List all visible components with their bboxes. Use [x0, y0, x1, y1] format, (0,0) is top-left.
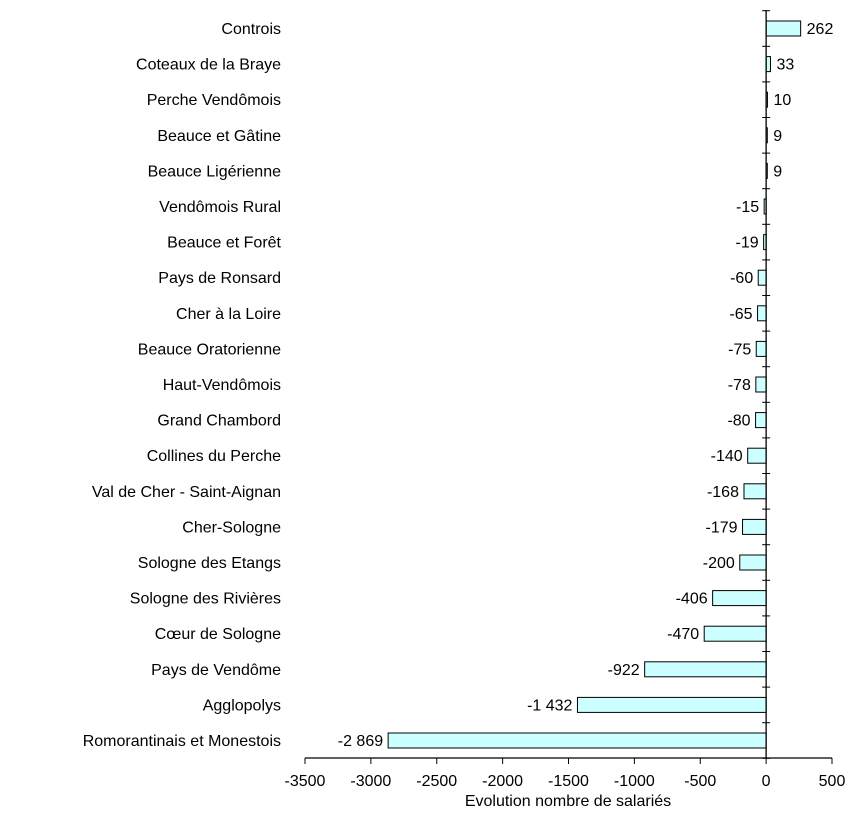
x-axis-title: Evolution nombre de salariés — [465, 793, 671, 810]
value-label: -19 — [735, 235, 758, 252]
category-label: Sologne des Rivières — [130, 591, 281, 608]
x-tick-label: -3000 — [350, 773, 391, 790]
value-label: -75 — [728, 341, 751, 358]
value-label: 9 — [773, 163, 782, 180]
value-label: -470 — [667, 626, 699, 643]
x-tick-label: -1000 — [614, 773, 655, 790]
category-label: Grand Chambord — [157, 413, 281, 430]
x-tick-label: -3500 — [285, 773, 326, 790]
category-label: Agglopolys — [203, 697, 281, 714]
value-label: 9 — [773, 128, 782, 145]
value-label: -15 — [736, 199, 759, 216]
value-label: -2 869 — [338, 733, 383, 750]
category-label: Sologne des Etangs — [138, 555, 281, 572]
bar — [742, 518, 767, 535]
bar — [644, 661, 767, 678]
axes-group — [304, 10, 833, 764]
category-label: Beauce Oratorienne — [138, 341, 281, 358]
value-label: -179 — [706, 519, 738, 536]
category-label: Perche Vendômois — [147, 92, 281, 109]
x-tick-label: 500 — [819, 773, 846, 790]
value-label: 10 — [773, 92, 791, 109]
category-label: Beauce Ligérienne — [148, 163, 282, 180]
x-tick-label: -2000 — [482, 773, 523, 790]
category-label: Pays de Vendôme — [151, 662, 281, 679]
bar — [757, 305, 767, 322]
category-label: Beauce et Gâtine — [157, 128, 281, 145]
category-label: Val de Cher - Saint-Aignan — [92, 484, 281, 501]
category-label: Controis — [221, 21, 281, 38]
bar — [387, 732, 767, 749]
category-label: Cher-Sologne — [182, 519, 281, 536]
value-label: -406 — [676, 591, 708, 608]
bar — [765, 56, 771, 73]
value-label: -140 — [711, 448, 743, 465]
bar — [743, 483, 767, 500]
bar — [757, 269, 767, 286]
value-label: 33 — [776, 57, 794, 74]
bar — [576, 696, 767, 713]
x-tick-label: -1500 — [548, 773, 589, 790]
value-label: -80 — [727, 413, 750, 430]
bar — [755, 376, 767, 393]
value-label: -200 — [703, 555, 735, 572]
value-label: -78 — [728, 377, 751, 394]
bar — [755, 412, 767, 429]
value-label: -1 432 — [527, 697, 572, 714]
category-label: Beauce et Forêt — [167, 235, 281, 252]
category-label: Romorantinais et Monestois — [83, 733, 281, 750]
bar — [765, 20, 802, 37]
category-label: Coteaux de la Braye — [136, 57, 281, 74]
category-label: Cher à la Loire — [176, 306, 281, 323]
category-label: Collines du Perche — [147, 448, 281, 465]
bar — [747, 447, 767, 464]
bars-group — [387, 20, 802, 749]
category-label: Cœur de Sologne — [155, 626, 281, 643]
x-tick-label: -500 — [684, 773, 716, 790]
x-tick-label: -2500 — [416, 773, 457, 790]
value-label: -65 — [729, 306, 752, 323]
value-labels-group: 262 33 10 9 9 -15 -19 -60 -65 -75 -78 -80 -140 -168 -1… — [338, 21, 834, 750]
category-labels-group: Controis Coteaux de la Braye Perche Vendôm… — [83, 21, 282, 750]
x-tick-label: 0 — [762, 773, 771, 790]
value-label: -60 — [730, 270, 753, 287]
bar — [755, 340, 767, 357]
value-label: -168 — [707, 484, 739, 501]
category-label: Pays de Ronsard — [158, 270, 281, 287]
value-label: -922 — [608, 662, 640, 679]
category-label: Vendômois Rural — [159, 199, 281, 216]
category-label: Haut-Vendômois — [163, 377, 281, 394]
tick-labels-group: -3500 -3000 -2500 -2000 -1500 -1000 -500 0 500 — [285, 773, 846, 790]
bar — [712, 590, 767, 607]
bar — [703, 625, 767, 642]
value-label: 262 — [807, 21, 834, 38]
bar — [739, 554, 767, 571]
